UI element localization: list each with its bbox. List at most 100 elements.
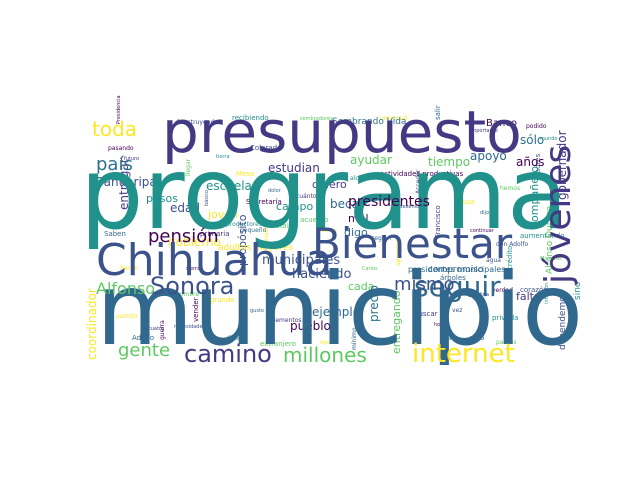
word-adultos-mayores: adultos mayores (218, 243, 293, 253)
word-aumentando: aumentando (520, 232, 565, 240)
word-universal: universal (380, 115, 408, 122)
word-pasando: pasando (108, 145, 134, 152)
word-hoy: hoy (434, 322, 443, 328)
word-construyendo: Construyendo (176, 119, 218, 126)
word-ruiz: Ruiz (460, 198, 475, 206)
word-presidentes: presidentes (348, 194, 430, 210)
word-municipales: municipales (262, 253, 340, 268)
word-francisco: Francisco (434, 205, 442, 238)
word-dependemos: dependemos (558, 291, 568, 350)
word-podido: podido (526, 123, 547, 130)
word-gobierno: gobierno (168, 235, 221, 249)
word-vez: vez (452, 307, 462, 314)
word-gente: gente (118, 340, 170, 361)
word-bienestar: Bienestar (312, 219, 513, 268)
word-aparatos: aparatos (395, 240, 402, 266)
word-verdad: verdad (492, 287, 513, 294)
word-nombre: nombre (176, 291, 199, 298)
word-gusto: gusto (250, 308, 264, 314)
word-primaria: primaria (200, 230, 230, 238)
word-mesa: Mesa (236, 170, 254, 178)
word-sino: sino (573, 281, 583, 300)
word-compromiso: compromiso (428, 265, 484, 275)
word-productores: productores (226, 221, 262, 228)
word-elementos: elementos (270, 317, 302, 324)
word-frijol: frijol (320, 340, 331, 346)
word-presidentes-municipales: presidentes municipales (408, 265, 505, 274)
word-padres: padres (496, 339, 516, 346)
word-coordinador: coordinador (85, 288, 99, 360)
word-basico: básico (203, 190, 210, 206)
word-pais: país (96, 154, 133, 175)
word-dijo: dijo (480, 210, 489, 216)
word-necesidades: necesidades (174, 324, 206, 330)
word-toda: toda (92, 117, 137, 141)
word-joven: joven (207, 208, 238, 221)
word-internet: internet (412, 339, 515, 369)
word-haciendo: haciendo (292, 267, 351, 282)
word-visitado: visitado (264, 226, 270, 246)
word-millones: millones (283, 343, 367, 367)
word-colorada: Colorada (250, 144, 281, 152)
word-alcance: alcance (350, 175, 373, 182)
word-campo: campo (276, 200, 313, 213)
word-jovenes: jóvenes (538, 145, 579, 285)
word-cuatro: cuatro (148, 326, 164, 332)
word-frutales: frutales (270, 222, 297, 230)
word-acceder: Acceder (415, 169, 422, 194)
word-sahuaripa: Sahuaripa (96, 175, 157, 189)
word-continuar: continuar (470, 228, 495, 234)
word-apoyo: apoyo (470, 149, 507, 163)
word-privada: privada (492, 314, 518, 322)
word-alfonso-durazo: Alfonso Durazo (545, 205, 555, 274)
word-sierra: sierra (186, 266, 200, 272)
word-casa: casa (440, 336, 451, 342)
word-cada: cada (348, 280, 375, 293)
word-pequeno: pequeño (240, 227, 267, 234)
word-trabajo: trabajo (508, 306, 514, 324)
word-hacen: hacen (120, 265, 138, 272)
word-quiero: quiero (312, 178, 347, 191)
word-alfonso: Alfonso (96, 279, 155, 298)
word-dinero: dinero (226, 335, 245, 342)
word-ayudar: ayudar (350, 153, 392, 167)
word-agua: agua (486, 257, 501, 264)
word-seguir: seguir (414, 270, 501, 303)
word-pension: pensión (148, 226, 219, 247)
word-dolor: dolor (268, 188, 282, 194)
word-anos: años (516, 155, 545, 169)
word-digo: digo (344, 226, 368, 239)
word-companero: compañero (528, 166, 541, 228)
word-pueblo: pueblo (290, 319, 331, 333)
word-sembradores: sembradores (300, 116, 333, 122)
word-escuela: escuela (206, 179, 252, 193)
word-hemos: hemos (500, 185, 520, 192)
word-tierra: tierra (216, 154, 230, 160)
word-tiempo: tiempo (428, 155, 470, 169)
word-region: región (372, 235, 391, 242)
mid-words-layer: Sahuaripa escuela estudian tiempo apoyo años s… (85, 117, 583, 360)
word-don-adolfo: don Adolfo (496, 241, 528, 248)
word-mientras: Mientras (540, 256, 562, 262)
word-buscar: buscar (414, 310, 438, 318)
word-partido: partido (116, 313, 138, 320)
word-solo: sólo (520, 133, 544, 147)
word-solo: solo (470, 334, 484, 342)
word-camino: camino (184, 340, 272, 368)
word-chihuahua: Chihuahua (96, 235, 332, 286)
word-salir: salir (434, 105, 442, 120)
word-vender: vender (192, 297, 200, 322)
word-entregar: entregar (117, 158, 131, 210)
word-grande: grande (210, 296, 235, 304)
word-sexenio: sexenio (400, 204, 419, 210)
word-madres: madres (534, 153, 542, 180)
word-mundo: mundo (540, 136, 557, 142)
word-arboles: árboles (440, 274, 466, 282)
word-gasolina: gasolina (468, 292, 489, 298)
word-actividades-productivas: actividades productivas (380, 170, 464, 178)
word-corazon: corazón (520, 286, 548, 294)
word-credito: crédito (506, 246, 514, 270)
word-saben: Saben (104, 230, 126, 238)
